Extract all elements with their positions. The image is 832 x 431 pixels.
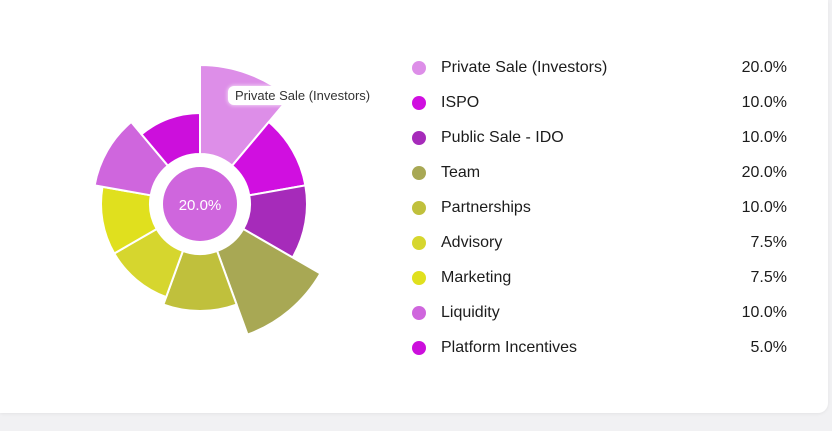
legend-value: 7.5% <box>750 233 787 251</box>
legend-swatch-icon <box>412 270 426 285</box>
legend-item[interactable]: Partnerships 10.0% <box>405 190 795 225</box>
legend-swatch-icon <box>412 165 426 180</box>
legend-value: 10.0% <box>741 303 787 321</box>
legend-swatch-icon <box>412 200 426 215</box>
chart-legend: Private Sale (Investors) 20.0% ISPO 10.0% Pu… <box>405 50 795 365</box>
legend-value: 10.0% <box>741 198 787 216</box>
legend-swatch-icon <box>412 95 426 110</box>
center-value-disc <box>163 167 237 241</box>
legend-value: 20.0% <box>741 58 787 76</box>
legend-item[interactable]: Liquidity 10.0% <box>405 295 795 330</box>
legend-item[interactable]: Marketing 7.5% <box>405 260 795 295</box>
legend-item[interactable]: ISPO 10.0% <box>405 85 795 120</box>
legend-value: 10.0% <box>741 128 787 146</box>
legend-label: Public Sale - IDO <box>441 128 564 146</box>
legend-value: 7.5% <box>750 268 787 286</box>
slice-team[interactable] <box>215 227 322 336</box>
legend-value: 20.0% <box>741 163 787 181</box>
legend-swatch-icon <box>412 305 426 320</box>
legend-swatch-icon <box>412 235 426 250</box>
legend-item[interactable]: Advisory 7.5% <box>405 225 795 260</box>
legend-item[interactable]: Private Sale (Investors) 20.0% <box>405 50 795 85</box>
legend-label: Private Sale (Investors) <box>441 58 608 76</box>
legend-label: Team <box>441 163 481 181</box>
legend-swatch-icon <box>412 340 426 355</box>
chart-card: 20.0% Private Sale (Investors) Private S… <box>0 0 828 413</box>
legend-label: Platform Incentives <box>441 338 578 356</box>
legend-label: ISPO <box>441 93 480 111</box>
center-value-label: 20.0% <box>179 197 222 214</box>
legend-label: Partnerships <box>441 198 531 216</box>
slice-tooltip: Private Sale (Investors) <box>228 86 378 105</box>
legend-swatch-icon <box>412 130 426 145</box>
legend-label: Marketing <box>441 268 512 286</box>
legend-value: 5.0% <box>750 338 787 356</box>
legend-item[interactable]: Team 20.0% <box>405 155 795 190</box>
pie-chart: 20.0% <box>93 63 322 336</box>
legend-item[interactable]: Public Sale - IDO 10.0% <box>405 120 795 155</box>
legend-swatch-icon <box>412 60 426 75</box>
legend-item[interactable]: Platform Incentives 5.0% <box>405 330 795 365</box>
legend-label: Liquidity <box>441 303 500 321</box>
legend-value: 10.0% <box>741 93 787 111</box>
legend-label: Advisory <box>441 233 503 251</box>
